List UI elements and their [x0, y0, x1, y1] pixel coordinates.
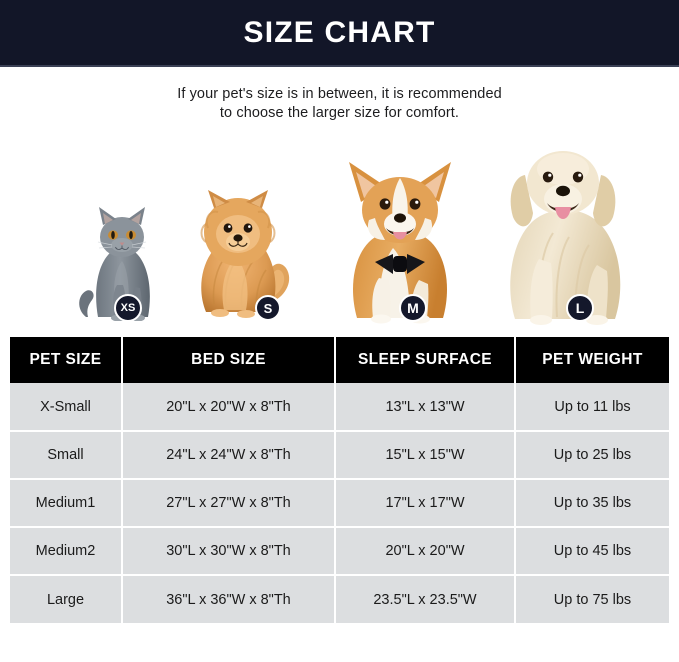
- cell-pet-size: Small: [10, 431, 123, 480]
- cell-pet-weight: Up to 11 lbs: [515, 383, 669, 432]
- subtitle: If your pet's size is in between, it is …: [0, 67, 679, 123]
- cell-bed-size: 24"L x 24"W x 8"Th: [122, 431, 336, 480]
- cell-sleep-surface: 20"L x 20"W: [335, 527, 516, 576]
- cell-sleep-surface: 23.5"L x 23.5"W: [335, 575, 516, 623]
- column-header-pet-size: PET SIZE: [10, 337, 123, 383]
- cell-pet-weight: Up to 35 lbs: [515, 479, 669, 528]
- size-badge-l: L: [566, 294, 594, 322]
- size-badge-xs: XS: [114, 294, 142, 322]
- cell-pet-weight: Up to 25 lbs: [515, 431, 669, 480]
- cell-bed-size: 20"L x 20"W x 8"Th: [122, 383, 336, 432]
- cell-bed-size: 30"L x 30"W x 8"Th: [122, 527, 336, 576]
- cell-sleep-surface: 15"L x 15"W: [335, 431, 516, 480]
- table-row: Large 36"L x 36"W x 8"Th 23.5"L x 23.5"W…: [10, 575, 669, 623]
- cell-pet-size: Medium1: [10, 479, 123, 528]
- subtitle-line-1: If your pet's size is in between, it is …: [177, 86, 502, 102]
- cell-sleep-surface: 13"L x 13"W: [335, 383, 516, 432]
- size-badge-s: S: [255, 295, 281, 321]
- table-row: Medium2 30"L x 30"W x 8"Th 20"L x 20"W U…: [10, 527, 669, 576]
- header-banner: SIZE CHART: [0, 0, 679, 67]
- column-header-pet-weight: PET WEIGHT: [515, 337, 669, 383]
- corgi-image: [335, 148, 465, 326]
- cell-bed-size: 27"L x 27"W x 8"Th: [122, 479, 336, 528]
- animal-illustrations: [0, 129, 679, 329]
- cell-pet-size: Large: [10, 575, 123, 623]
- size-chart-table: PET SIZE BED SIZE SLEEP SURFACE PET WEIG…: [10, 337, 669, 623]
- cell-pet-size: X-Small: [10, 383, 123, 432]
- cat-image: [72, 199, 164, 321]
- table-row: X-Small 20"L x 20"W x 8"Th 13"L x 13"W U…: [10, 383, 669, 432]
- cell-pet-size: Medium2: [10, 527, 123, 576]
- cell-pet-weight: Up to 75 lbs: [515, 575, 669, 623]
- table-row: Small 24"L x 24"W x 8"Th 15"L x 15"W Up …: [10, 431, 669, 480]
- subtitle-line-2: to choose the larger size for comfort.: [219, 105, 460, 121]
- table-row: Medium1 27"L x 27"W x 8"Th 17"L x 17"W U…: [10, 479, 669, 528]
- cell-sleep-surface: 17"L x 17"W: [335, 479, 516, 528]
- page-title: SIZE CHART: [243, 15, 436, 49]
- golden-retriever-image: [495, 127, 635, 327]
- pomeranian-image: [186, 184, 296, 324]
- cell-bed-size: 36"L x 36"W x 8"Th: [122, 575, 336, 623]
- column-header-bed-size: BED SIZE: [122, 337, 336, 383]
- column-header-sleep-surface: SLEEP SURFACE: [335, 337, 516, 383]
- size-badge-m: M: [399, 294, 427, 322]
- cell-pet-weight: Up to 45 lbs: [515, 527, 669, 576]
- table-header-row: PET SIZE BED SIZE SLEEP SURFACE PET WEIG…: [10, 337, 669, 383]
